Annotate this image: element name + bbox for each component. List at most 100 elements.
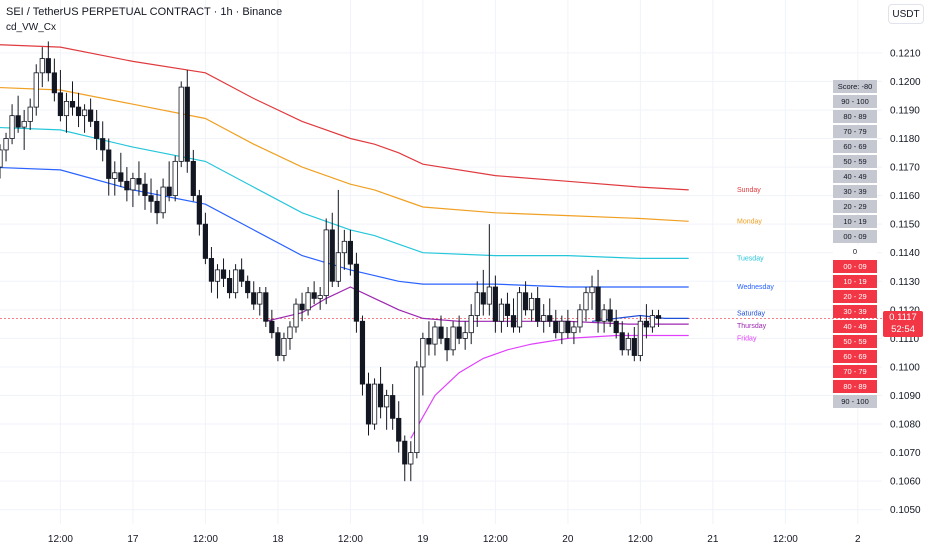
candle-body [299, 303, 305, 311]
candle [287, 321, 293, 350]
score-cells: 90 - 100 80 - 89 70 - 79 60 - 69 50 - 59 40 -… [833, 95, 877, 408]
candle [118, 152, 124, 188]
candle-body [601, 309, 607, 322]
candle-body [414, 366, 420, 454]
candle-body [498, 303, 505, 322]
candle [655, 309, 662, 327]
candle [69, 81, 76, 116]
candle-body [438, 326, 444, 339]
band-label-sunday: Sunday [737, 187, 761, 194]
chart-title: SEI / TetherUS PERPETUAL CONTRACT · 1h ·… [6, 6, 283, 18]
x-tick-label: 2 [855, 534, 861, 545]
candle-body [516, 292, 523, 328]
x-tick-label: 17 [127, 534, 139, 545]
candle-body [27, 106, 33, 122]
candle [535, 286, 541, 327]
candle [619, 321, 625, 356]
candle-body [655, 315, 662, 319]
candle [311, 281, 317, 305]
candle [601, 304, 607, 333]
candle [402, 435, 408, 482]
candle [208, 247, 215, 293]
candle-body [522, 292, 529, 311]
y-tick-label: 0.1070 [890, 448, 921, 459]
bar-countdown: 52:54 [891, 324, 915, 335]
candle [239, 258, 245, 287]
candle-body [384, 395, 390, 408]
score-cell: 30 - 39 [833, 185, 877, 198]
score-cell: 50 - 59 [833, 155, 877, 168]
candle [0, 144, 3, 179]
candle [142, 172, 148, 210]
candle-body [365, 383, 372, 425]
candle-body [341, 240, 347, 254]
candle-body [148, 195, 154, 202]
candle-body [124, 180, 130, 191]
candle-body [565, 320, 571, 334]
x-tick-label: 21 [707, 534, 719, 545]
candle [347, 229, 353, 276]
candle [299, 292, 305, 322]
indicator-name[interactable]: cd_VW_Cx [6, 22, 57, 33]
y-tick-label: 0.1180 [890, 134, 920, 145]
candle-body [547, 315, 553, 322]
candle-body [456, 326, 462, 339]
candle-body [63, 100, 70, 117]
y-tick-label: 0.1140 [890, 248, 920, 259]
candle [27, 98, 33, 130]
candle-body [390, 395, 396, 419]
candle [529, 292, 535, 322]
candle [649, 309, 656, 333]
current-price: 0.1117 [889, 312, 917, 323]
candle [100, 121, 106, 162]
candle [112, 161, 118, 196]
candle-body [371, 383, 378, 425]
candle [486, 224, 492, 316]
x-tick-label: 20 [562, 534, 574, 545]
candle-body [178, 86, 184, 162]
y-axis: 0.1210 0.1200 0.1190 0.1180 0.1170 0.1160 0.11… [890, 48, 921, 516]
candle-body [631, 337, 637, 356]
candle [510, 298, 517, 333]
candle [39, 47, 45, 88]
candle-body [553, 320, 559, 334]
candle-body [510, 315, 517, 328]
candle-body [311, 292, 317, 299]
candle-body [595, 286, 601, 322]
candle-body [81, 109, 88, 117]
candle-body [75, 106, 82, 117]
candle-body [474, 292, 480, 316]
candle [57, 69, 64, 122]
candle [63, 92, 70, 133]
candle [547, 298, 553, 327]
candle-body [275, 332, 281, 356]
y-tick-label: 0.1050 [890, 505, 921, 516]
candle [9, 104, 15, 145]
candle-body [269, 320, 275, 334]
score-cell: 90 - 100 [833, 395, 877, 408]
candle [106, 138, 112, 196]
candle-body [136, 178, 142, 185]
candle-body [287, 326, 293, 339]
candle [226, 269, 233, 299]
candle [607, 298, 613, 327]
candle-body [402, 440, 408, 465]
candle [317, 286, 323, 310]
candle-body [643, 320, 649, 328]
score-cell: 90 - 100 [833, 95, 877, 108]
currency-button[interactable]: USDT [888, 4, 924, 24]
band-line-sunday [0, 44, 689, 191]
candle [275, 326, 281, 362]
candle [75, 92, 82, 128]
score-cell: 20 - 29 [833, 290, 877, 303]
candle [474, 281, 480, 327]
candle-body [130, 178, 136, 191]
candle [432, 321, 438, 356]
candle [516, 286, 523, 333]
candle-body [233, 269, 239, 294]
candle [450, 321, 456, 356]
y-tick-label: 0.1190 [890, 105, 920, 116]
candle-body [15, 115, 21, 128]
candle-body [172, 160, 178, 197]
